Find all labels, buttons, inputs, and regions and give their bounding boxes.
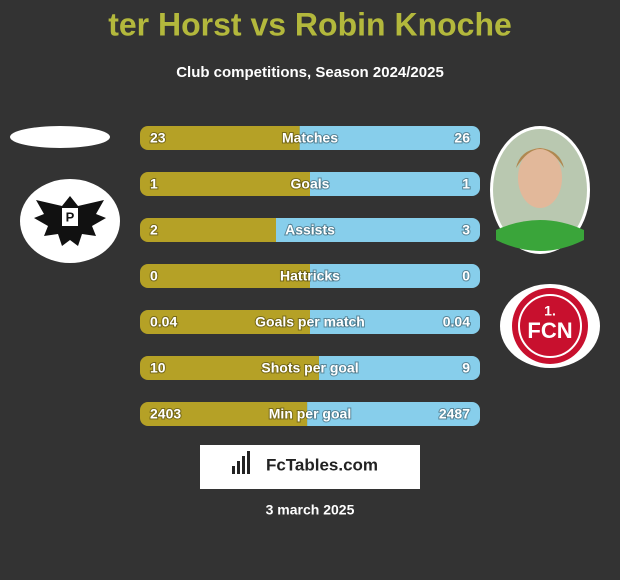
left-bar [140,126,300,150]
stat-label: Goals [291,176,330,192]
right-bar [310,310,480,334]
title: ter Horst vs Robin Knoche [108,6,512,42]
left-bar [140,310,310,334]
date: 3 march 2025 [266,502,355,518]
left-bar [140,172,310,196]
stat-row [140,218,480,242]
left-bar [140,218,276,242]
right-value: 26 [454,130,470,146]
left-value: 23 [150,130,166,146]
stat-row [140,310,480,334]
stat-row [140,264,480,288]
right-bar [307,402,480,426]
stat-label: Hattricks [280,268,340,284]
stat-label: Assists [285,222,335,238]
left-value: 2403 [150,406,181,422]
left-club-logo: P [20,179,120,263]
right-value: 2487 [439,406,470,422]
right-bar [276,218,480,242]
subtitle: Club competitions, Season 2024/2025 [176,64,444,81]
right-value: 0.04 [443,314,470,330]
left-player-placeholder [10,126,110,148]
brand-icon [232,451,250,474]
left-value: 2 [150,222,158,238]
left-value: 0.04 [150,314,177,330]
stat-row [140,402,480,426]
right-value: 3 [462,222,470,238]
right-bar [310,264,480,288]
svg-text:P: P [66,209,75,224]
right-value: 0 [462,268,470,284]
left-bar [140,402,308,426]
left-value: 10 [150,360,166,376]
stat-row [140,126,480,150]
right-bar [310,172,480,196]
right-value: 1 [462,176,470,192]
stat-row [140,356,480,380]
stat-label: Shots per goal [261,360,358,376]
stat-label: Goals per match [255,314,365,330]
right-club-logo: 1. FCN [500,284,600,368]
right-bar [299,126,480,150]
right-bar [318,356,480,380]
right-player-photo [490,126,590,254]
left-value: 1 [150,176,158,192]
left-bar [140,264,310,288]
svg-text:FCN: FCN [527,318,572,343]
stat-row [140,172,480,196]
left-bar [140,356,319,380]
brand: FcTables.com [266,455,378,474]
right-value: 9 [462,360,470,376]
brand-box [200,445,420,489]
svg-text:1.: 1. [544,303,556,319]
stat-label: Matches [282,130,338,146]
stat-label: Min per goal [269,406,351,422]
left-value: 0 [150,268,158,284]
